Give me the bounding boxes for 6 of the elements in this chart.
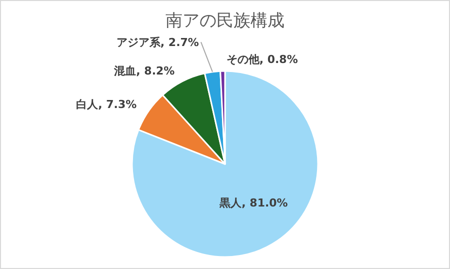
slice-label: その他, 0.8% <box>226 52 298 66</box>
slice-label: アジア系, 2.7% <box>116 36 199 50</box>
slice-label: 黒人, 81.0% <box>218 196 288 210</box>
slice-label: 白人, 7.3% <box>76 98 137 112</box>
chart-title: 南アの民族構成 <box>166 11 284 31</box>
slice-label: 混血, 8.2% <box>113 64 175 78</box>
